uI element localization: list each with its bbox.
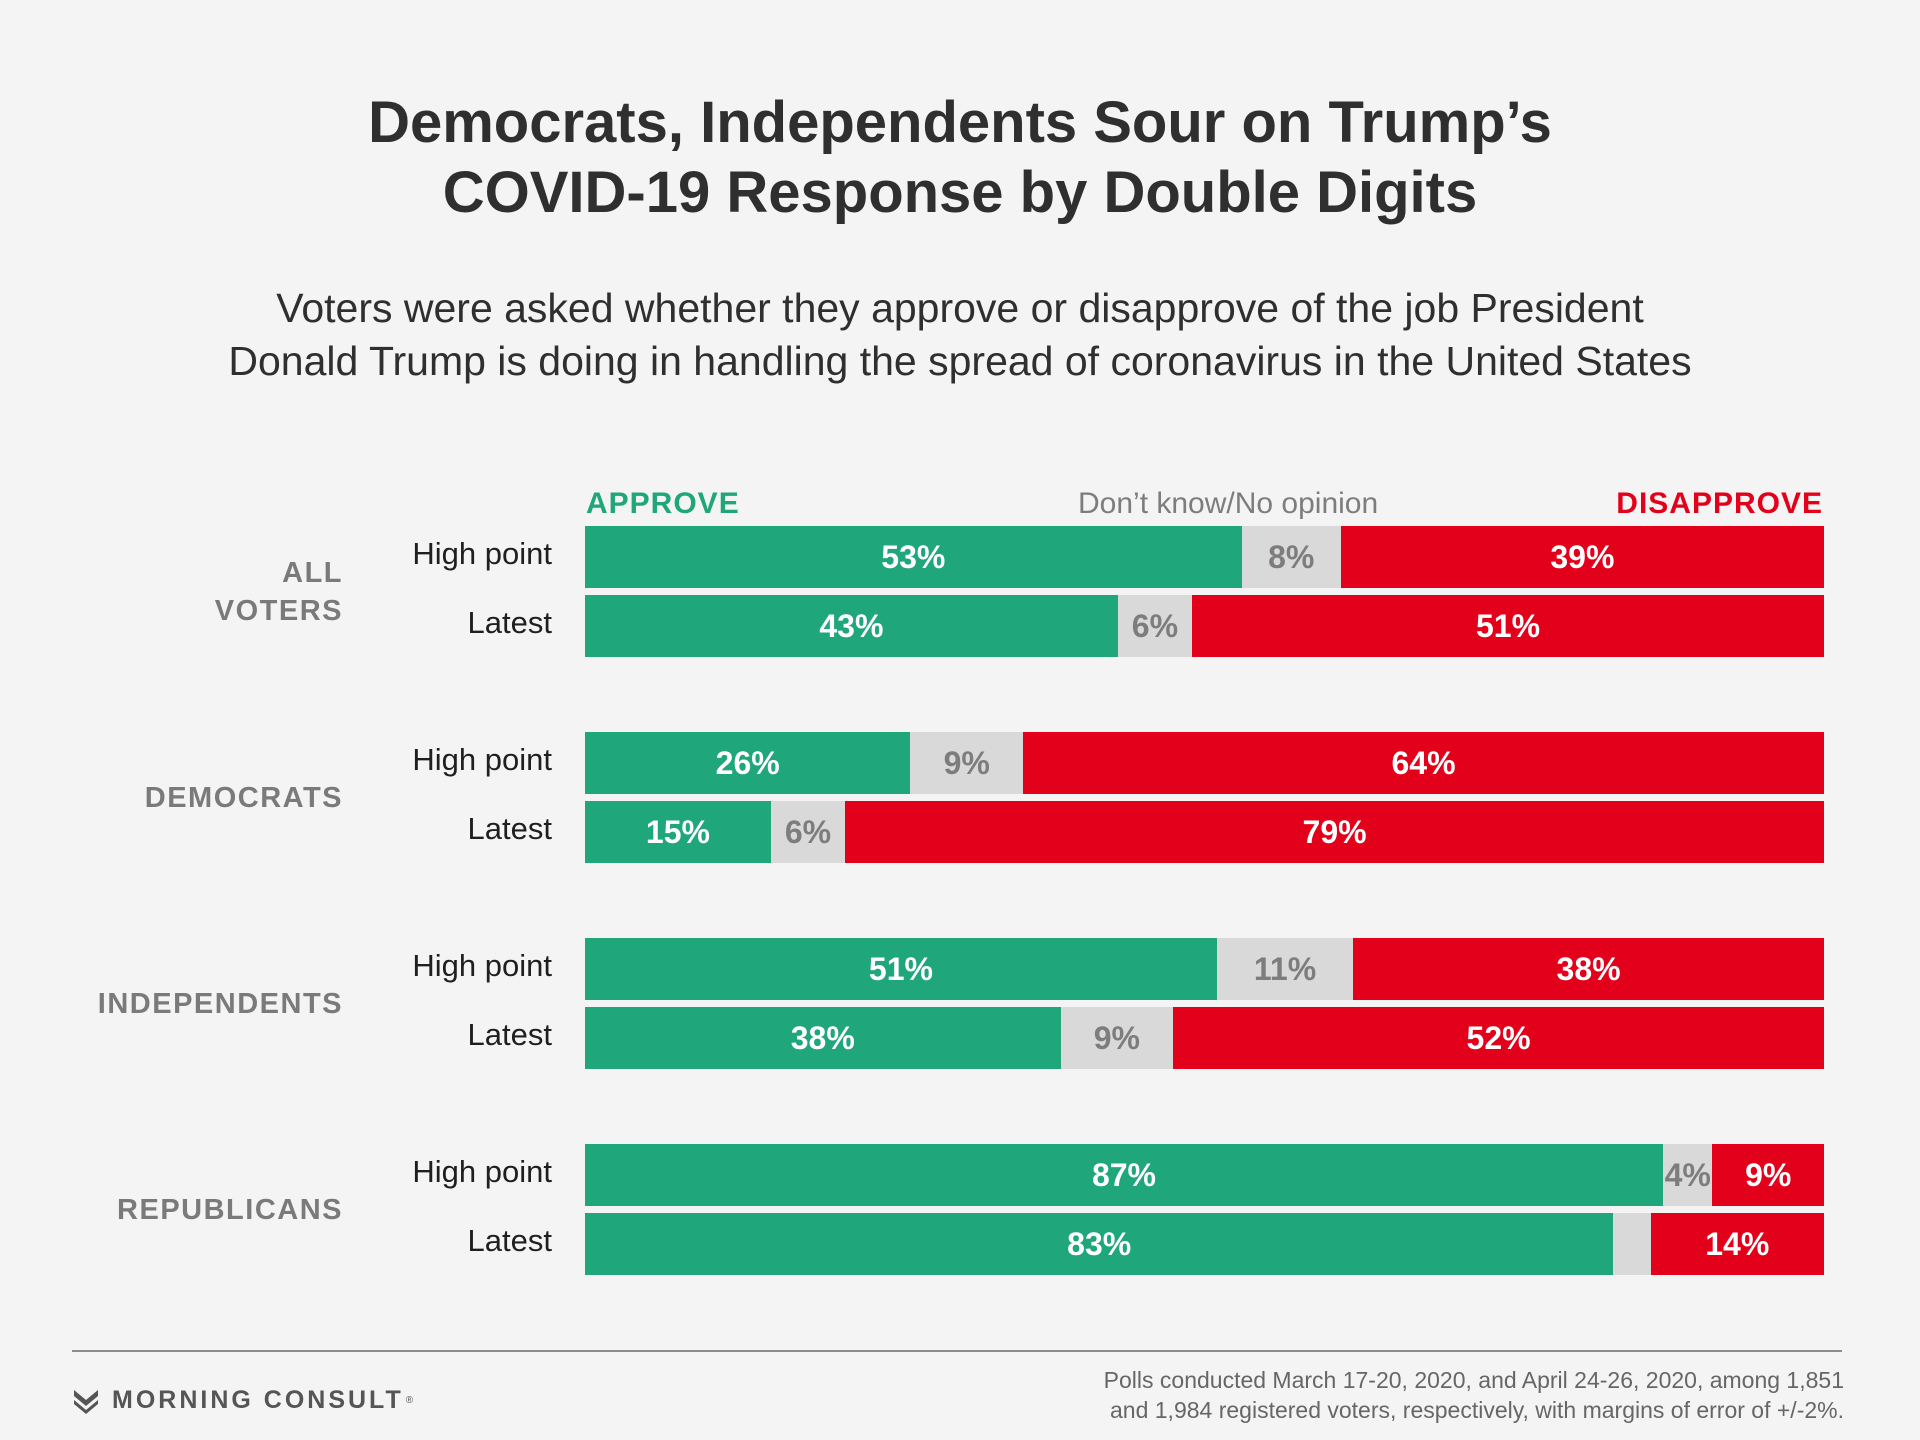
bar-segment-neutral: 6%: [770, 801, 846, 863]
row-label: Latest: [467, 605, 552, 640]
bar-segment-disapprove: 38%: [1353, 938, 1824, 1000]
row-label: High point: [412, 948, 552, 983]
footnote-line-1: Polls conducted March 17-20, 2020, and A…: [1103, 1367, 1844, 1393]
chart-subtitle-line-1: Voters were asked whether they approve o…: [276, 285, 1644, 331]
bar-segment-approve: 83%: [585, 1213, 1614, 1275]
group-label-line: VOTERS: [214, 594, 343, 627]
bar-segment-neutral: 11%: [1216, 938, 1354, 1000]
bar-segment-approve: 51%: [585, 938, 1217, 1000]
bar-segment-neutral: 8%: [1241, 526, 1341, 588]
legend-disapprove: DISAPPROVE: [1616, 487, 1823, 520]
bar-segment-neutral: 4%: [1662, 1144, 1713, 1206]
row-label: Latest: [467, 811, 552, 846]
row-label: Latest: [467, 1223, 552, 1258]
bar-segment-neutral: 6%: [1117, 595, 1193, 657]
bar-segment-disapprove: 52%: [1173, 1007, 1824, 1069]
chart-title: Democrats, Independents Sour on Trump’s …: [0, 88, 1920, 228]
bar-segment-neutral: [1613, 1213, 1651, 1275]
bar-segment-disapprove: 64%: [1023, 732, 1824, 794]
group-label: DEMOCRATS: [40, 779, 343, 817]
group-label-line: DEMOCRATS: [144, 781, 343, 814]
bar-segment-disapprove: 39%: [1340, 526, 1824, 588]
row-label: High point: [412, 742, 552, 777]
row-label: Latest: [467, 1017, 552, 1052]
bar-segment-disapprove: 14%: [1650, 1213, 1824, 1275]
brand-logo: MORNING CONSULT ®: [72, 1380, 413, 1420]
bar-row: 43% 6% 51%: [585, 595, 1824, 657]
group-label: ALL VOTERS: [40, 554, 343, 630]
group-label-line: INDEPENDENTS: [97, 987, 343, 1020]
row-label: High point: [412, 1154, 552, 1189]
bar-segment-approve: 53%: [585, 526, 1242, 588]
bar-row: 26% 9% 64%: [585, 732, 1824, 794]
bar-row: 38% 9% 52%: [585, 1007, 1824, 1069]
bar-segment-disapprove: 51%: [1192, 595, 1824, 657]
bar-segment-disapprove: 9%: [1712, 1144, 1824, 1206]
bar-segment-disapprove: 79%: [845, 801, 1824, 863]
footer-divider: [72, 1350, 1842, 1352]
chart-subtitle-line-2: Donald Trump is doing in handling the sp…: [228, 338, 1692, 384]
group-label-line: ALL: [282, 556, 343, 589]
bar-segment-neutral: 9%: [910, 732, 1024, 794]
bar-row: 83% 14%: [585, 1213, 1824, 1275]
group-label: REPUBLICANS: [40, 1191, 343, 1229]
morning-consult-logo-icon: [74, 1390, 98, 1414]
group-label: INDEPENDENTS: [40, 985, 343, 1023]
bar-segment-approve: 43%: [585, 595, 1118, 657]
bar-segment-approve: 15%: [585, 801, 771, 863]
bar-segment-approve: 87%: [585, 1144, 1663, 1206]
bar-segment-approve: 26%: [585, 732, 911, 794]
chart-title-line-1: Democrats, Independents Sour on Trump’s: [368, 90, 1552, 155]
footnote-line-2: and 1,984 registered voters, respectivel…: [1110, 1397, 1844, 1423]
group-label-line: REPUBLICANS: [117, 1193, 343, 1226]
brand-registered-mark: ®: [405, 1394, 414, 1406]
footnote: Polls conducted March 17-20, 2020, and A…: [944, 1365, 1844, 1425]
legend-no-opinion: Don’t know/No opinion: [1078, 487, 1379, 520]
bar-row: 51% 11% 38%: [585, 938, 1824, 1000]
bar-segment-approve: 38%: [585, 1007, 1061, 1069]
row-label: High point: [412, 536, 552, 571]
bar-row: 53% 8% 39%: [585, 526, 1824, 588]
brand-name: MORNING CONSULT: [112, 1385, 404, 1414]
bar-row: 87% 4% 9%: [585, 1144, 1824, 1206]
bar-segment-neutral: 9%: [1060, 1007, 1174, 1069]
chart-title-line-2: COVID-19 Response by Double Digits: [442, 160, 1478, 225]
bar-row: 15% 6% 79%: [585, 801, 1824, 863]
chart-subtitle: Voters were asked whether they approve o…: [0, 282, 1920, 388]
legend-approve: APPROVE: [586, 487, 740, 520]
